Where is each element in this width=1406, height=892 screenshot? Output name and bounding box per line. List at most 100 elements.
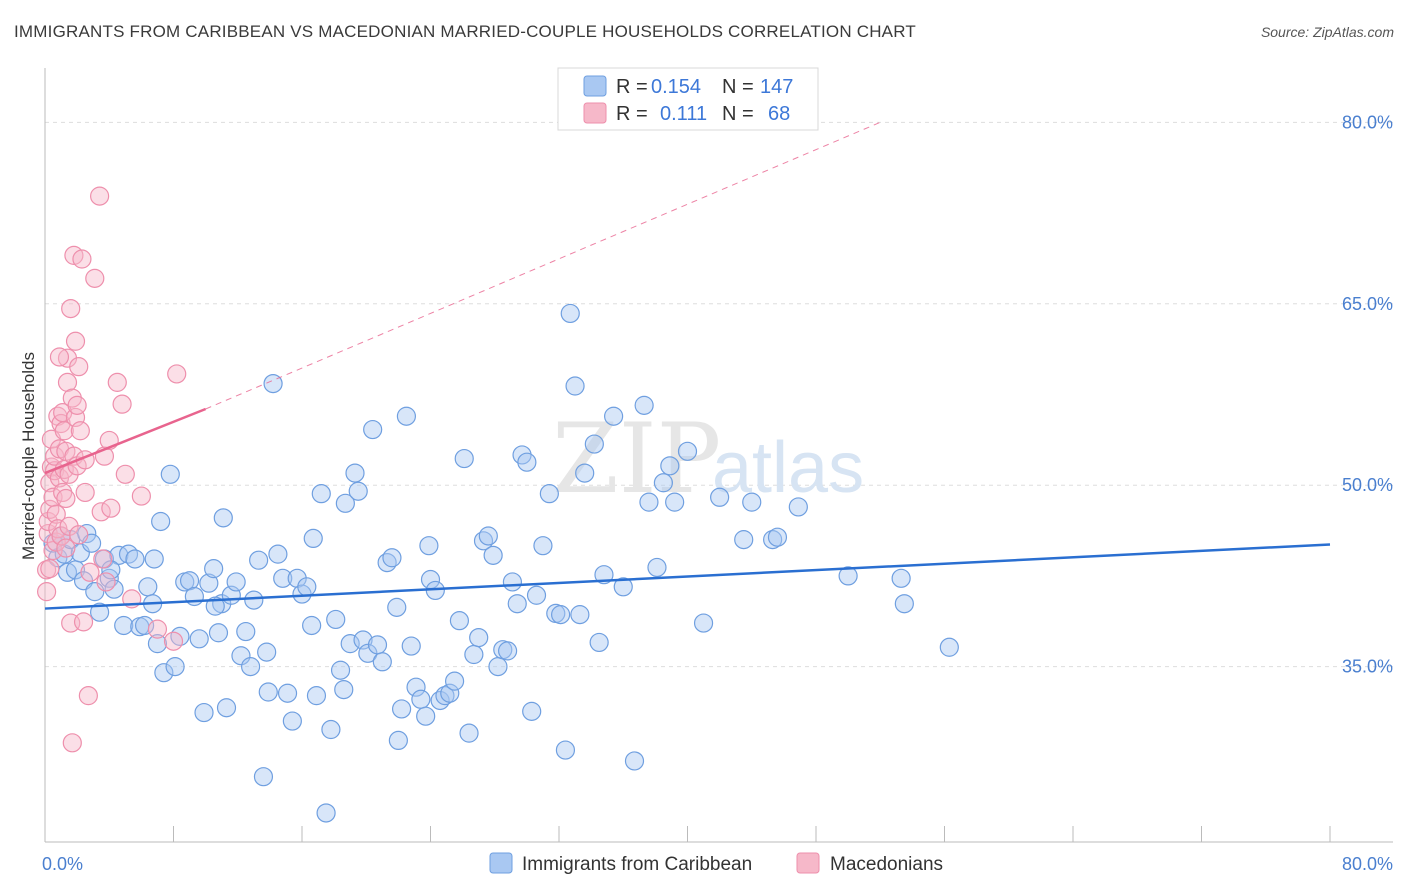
caribbean-point-66 <box>345 463 365 483</box>
trend-line-caribbean <box>44 543 1331 610</box>
caribbean-point-41 <box>226 572 246 592</box>
macedonian-point-63 <box>167 364 187 384</box>
macedonian-point-57 <box>107 372 127 392</box>
caribbean-point-145 <box>303 528 323 549</box>
caribbean-point-111 <box>565 376 585 396</box>
caribbean-point-48 <box>258 682 278 702</box>
macedonian-point-26 <box>57 372 78 392</box>
caribbean-point-32 <box>184 586 204 607</box>
bottom-legend-swatch-macedonians <box>796 852 820 874</box>
macedonian-point-42 <box>70 421 90 441</box>
caribbean-point-89 <box>454 448 474 469</box>
macedonian-point-39 <box>67 395 87 415</box>
macedonian-point-5 <box>40 473 60 493</box>
caribbean-point-37 <box>208 623 229 643</box>
caribbean-point-61 <box>321 719 341 740</box>
caribbean-point-126 <box>693 613 714 633</box>
caribbean-point-87 <box>444 671 465 691</box>
caribbean-point-34 <box>194 702 214 723</box>
caribbean-point-47 <box>253 767 274 787</box>
caribbean-point-78 <box>401 636 421 656</box>
caribbean-point-106 <box>539 484 559 504</box>
x-tick-labels: 0.0% 80.0% <box>42 854 1393 874</box>
macedonian-point-52 <box>93 549 113 569</box>
caribbean-point-46 <box>249 550 269 570</box>
caribbean-point-79 <box>406 677 426 697</box>
caribbean-point-52 <box>277 683 298 703</box>
caribbean-point-72 <box>372 652 392 672</box>
caribbean-point-80 <box>411 689 431 709</box>
y-tick-label-2: 65.0% <box>1342 294 1393 314</box>
macedonian-point-54 <box>96 572 116 592</box>
caribbean-point-125 <box>677 441 698 461</box>
trend-lines <box>44 121 1331 610</box>
caribbean-point-117 <box>613 577 633 597</box>
watermark-zip: ZIP <box>552 403 721 515</box>
caribbean-point-100 <box>507 594 527 614</box>
caribbean-point-102 <box>517 452 537 472</box>
watermark-atlas: atlas <box>712 428 864 508</box>
macedonian-point-3 <box>38 511 58 532</box>
macedonian-point-0 <box>37 582 57 602</box>
caribbean-point-59 <box>311 484 331 504</box>
caribbean-point-105 <box>533 536 553 556</box>
macedonian-point-41 <box>69 357 89 377</box>
y-tick-label-1: 50.0% <box>1342 475 1393 495</box>
legend-n-label-blue: N = <box>722 76 754 98</box>
macedonian-point-23 <box>54 421 74 441</box>
caribbean-point-112 <box>570 605 590 625</box>
series-caribbean <box>43 303 959 823</box>
caribbean-point-17 <box>114 615 134 636</box>
caribbean-point-94 <box>478 526 498 546</box>
caribbean-point-24 <box>147 634 168 654</box>
y-tick-label-0: 35.0% <box>1342 657 1393 677</box>
caribbean-point-45 <box>244 590 264 610</box>
legend-r-value-pink: 0.111 <box>660 103 707 125</box>
caribbean-point-138 <box>213 508 233 528</box>
macedonian-point-48 <box>80 562 100 582</box>
caribbean-point-98 <box>498 641 518 661</box>
caribbean-point-121 <box>647 557 667 578</box>
caribbean-point-39 <box>216 698 237 718</box>
caribbean-point-139 <box>144 549 164 569</box>
macedonian-point-36 <box>65 331 86 351</box>
caribbean-point-86 <box>440 683 460 703</box>
x-tick-label-0: 0.0% <box>42 854 83 874</box>
caribbean-point-118 <box>624 751 645 771</box>
caribbean-point-122 <box>653 473 674 493</box>
caribbean-point-75 <box>387 597 407 617</box>
y-tick-label-3: 80.0% <box>1342 112 1393 132</box>
caribbean-point-60 <box>316 803 336 823</box>
macedonian-point-65 <box>49 347 70 367</box>
caribbean-point-110 <box>560 303 580 324</box>
caribbean-point-25 <box>151 511 171 532</box>
caribbean-point-92 <box>469 627 489 648</box>
caribbean-point-67 <box>348 481 368 501</box>
macedonian-point-62 <box>147 619 168 639</box>
caribbean-point-81 <box>416 706 436 726</box>
macedonian-point-56 <box>101 498 121 518</box>
watermark: ZIP atlas <box>552 403 864 515</box>
caribbean-point-31 <box>179 571 200 591</box>
macedonian-point-47 <box>78 686 98 706</box>
caribbean-point-53 <box>282 711 302 731</box>
caribbean-point-65 <box>340 634 360 654</box>
legend-n-value-blue: 147 <box>760 76 793 98</box>
legend-r-label-pink: R = <box>616 103 648 125</box>
caribbean-point-132 <box>788 497 808 517</box>
caribbean-point-96 <box>488 657 508 677</box>
caribbean-point-124 <box>665 492 685 512</box>
legend-swatch-blue <box>583 75 607 97</box>
macedonian-point-51 <box>91 502 111 522</box>
caribbean-point-104 <box>526 585 547 605</box>
caribbean-point-26 <box>154 663 174 683</box>
caribbean-point-27 <box>160 464 180 484</box>
macedonian-point-40 <box>69 525 89 545</box>
caribbean-point-133 <box>838 566 858 586</box>
caribbean-point-109 <box>555 740 576 760</box>
caribbean-point-137 <box>101 560 121 580</box>
caribbean-point-58 <box>306 686 327 706</box>
caribbean-point-131 <box>767 527 788 547</box>
caribbean-point-71 <box>367 635 388 655</box>
caribbean-point-44 <box>241 657 261 677</box>
